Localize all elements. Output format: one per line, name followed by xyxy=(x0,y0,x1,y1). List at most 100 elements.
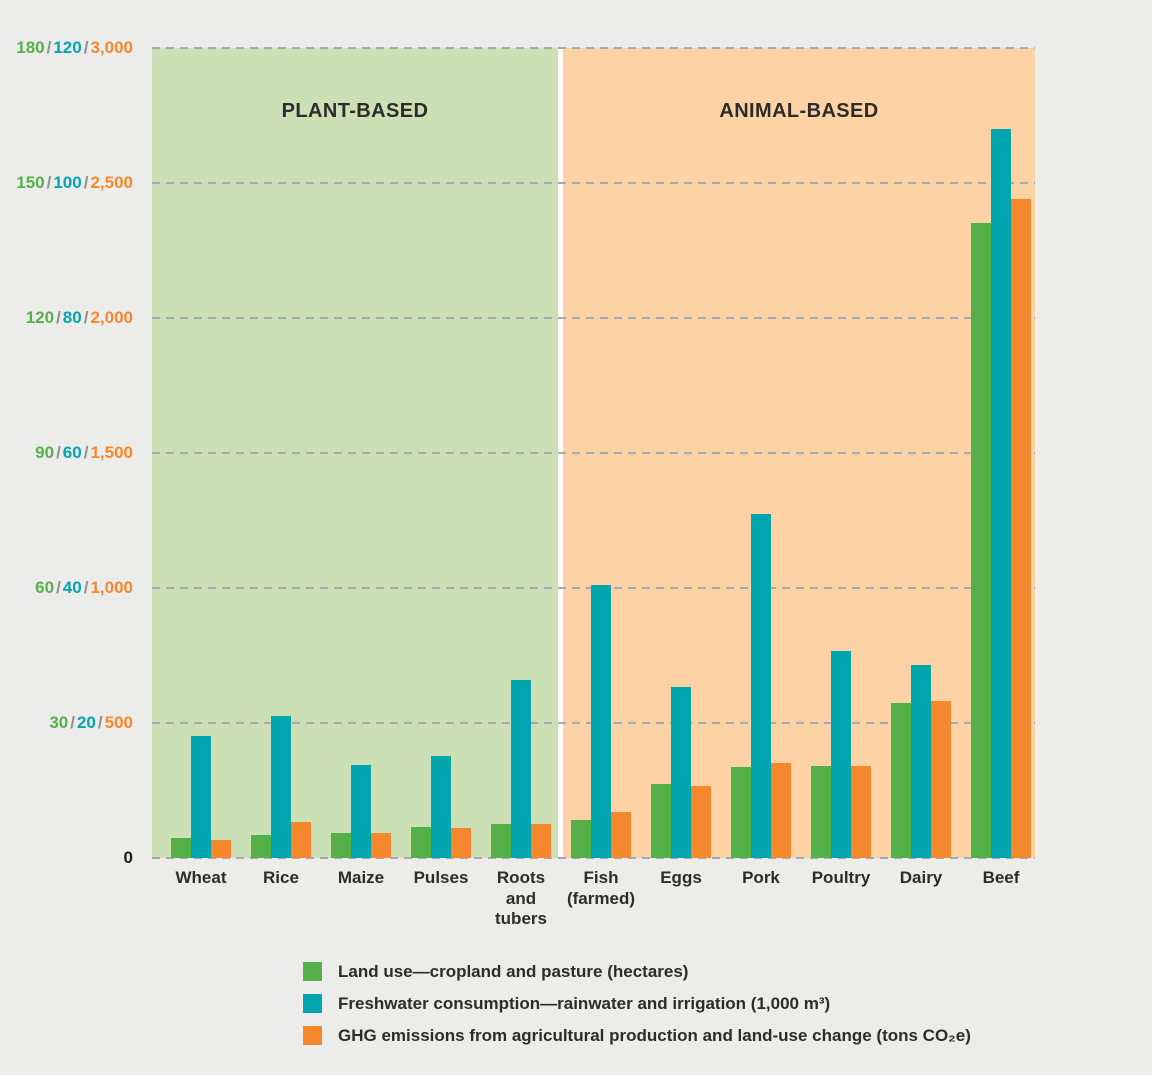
gridline xyxy=(152,47,1035,49)
legend-swatch xyxy=(303,994,322,1013)
bar-ghg xyxy=(291,822,311,858)
gridline xyxy=(152,317,1035,319)
tick-value: 2,500 xyxy=(90,173,133,192)
legend-label: Freshwater consumption—rainwater and irr… xyxy=(338,994,831,1013)
bar-land-use xyxy=(251,835,271,858)
bar-land-use xyxy=(811,766,831,858)
tick-value: 2,000 xyxy=(90,308,133,327)
panel-title: ANIMAL-BASED xyxy=(719,100,879,122)
y-axis-tick: 120/80/2,000 xyxy=(0,308,133,328)
bar-land-use xyxy=(171,838,191,858)
tick-value: 3,000 xyxy=(90,38,133,57)
legend-label: Land use—cropland and pasture (hectares) xyxy=(338,962,689,981)
bar-ghg xyxy=(211,840,231,858)
legend-item: Land use—cropland and pasture (hectares) xyxy=(303,962,971,981)
tick-value: 40 xyxy=(62,578,82,597)
bar-freshwater xyxy=(991,129,1011,858)
x-axis-label: Roots and tubers xyxy=(495,868,547,929)
bar-freshwater xyxy=(191,736,211,858)
tick-separator: / xyxy=(83,308,89,327)
tick-separator: / xyxy=(83,443,89,462)
tick-value: 100 xyxy=(53,173,82,192)
tick-separator: / xyxy=(46,173,52,192)
tick-value: 30 xyxy=(49,713,69,732)
bar-ghg xyxy=(771,763,791,858)
bar-land-use xyxy=(731,767,751,858)
panel-title: PLANT-BASED xyxy=(281,100,429,122)
bar-land-use xyxy=(491,824,511,858)
bar-ghg xyxy=(691,786,711,858)
x-axis-label: Fish (farmed) xyxy=(566,868,635,908)
tick-separator: / xyxy=(56,578,61,597)
tick-separator: / xyxy=(83,173,89,192)
bar-ghg xyxy=(371,833,391,858)
bar-land-use xyxy=(891,703,911,858)
tick-value: 60 xyxy=(35,578,55,597)
bar-ghg xyxy=(451,828,471,858)
tick-separator: / xyxy=(46,38,52,57)
legend-item: Freshwater consumption—rainwater and irr… xyxy=(303,994,971,1013)
tick-value: 1,000 xyxy=(90,578,133,597)
bar-ghg xyxy=(931,701,951,858)
bar-ghg xyxy=(611,812,631,858)
bar-freshwater xyxy=(911,665,931,858)
x-axis-label: Maize xyxy=(337,868,385,887)
bar-land-use xyxy=(411,827,431,858)
x-axis-label: Poultry xyxy=(811,868,871,887)
x-axis-label: Pulses xyxy=(413,868,469,887)
tick-separator: / xyxy=(97,713,103,732)
tick-separator: / xyxy=(56,308,61,327)
bar-ghg xyxy=(1011,199,1031,858)
bar-land-use xyxy=(651,784,671,858)
x-axis-label: Rice xyxy=(263,868,299,887)
y-axis-tick: 60/40/1,000 xyxy=(0,578,133,598)
bar-land-use xyxy=(571,820,591,858)
bar-freshwater xyxy=(671,687,691,858)
legend-swatch xyxy=(303,962,322,981)
bar-land-use xyxy=(331,833,351,858)
tick-value: 150 xyxy=(16,173,45,192)
bar-freshwater xyxy=(751,514,771,858)
tick-separator: / xyxy=(70,713,75,732)
bar-ghg xyxy=(531,824,551,858)
x-axis-label: Beef xyxy=(982,868,1020,887)
y-axis-tick: 90/60/1,500 xyxy=(0,443,133,463)
y-axis-tick: 30/20/500 xyxy=(0,713,133,733)
x-axis-label: Eggs xyxy=(660,868,702,887)
tick-value: 90 xyxy=(35,443,55,462)
x-axis-label: Pork xyxy=(742,868,780,887)
tick-value: 80 xyxy=(62,308,82,327)
y-axis-tick: 150/100/2,500 xyxy=(0,173,133,193)
x-axis-label: Wheat xyxy=(175,868,227,887)
y-axis-zero: 0 xyxy=(123,848,133,867)
tick-value: 500 xyxy=(104,713,133,732)
gridline xyxy=(152,452,1035,454)
tick-value: 120 xyxy=(53,38,82,57)
tick-value: 60 xyxy=(62,443,82,462)
y-axis-tick: 180/120/3,000 xyxy=(0,38,133,58)
x-axis-label: Dairy xyxy=(899,868,943,887)
bar-freshwater xyxy=(431,756,451,858)
gridline xyxy=(152,857,1035,859)
legend-swatch xyxy=(303,1026,322,1045)
bar-freshwater xyxy=(591,585,611,858)
tick-separator: / xyxy=(83,578,89,597)
tick-value: 180 xyxy=(16,38,45,57)
gridline xyxy=(152,182,1035,184)
plot-area: PLANT-BASED ANIMAL-BASED Wheat Rice Maize Pul… xyxy=(152,47,1035,928)
tick-value: 120 xyxy=(25,308,55,327)
bar-freshwater xyxy=(511,680,531,858)
tick-value: 1,500 xyxy=(90,443,133,462)
legend: Land use—cropland and pasture (hectares)… xyxy=(303,962,971,1058)
bar-land-use xyxy=(971,223,991,858)
bar-freshwater xyxy=(271,716,291,858)
legend-label: GHG emissions from agricultural producti… xyxy=(338,1026,971,1045)
tick-value: 20 xyxy=(76,713,96,732)
bar-freshwater xyxy=(351,765,371,858)
bar-ghg xyxy=(851,766,871,858)
tick-separator: / xyxy=(83,38,89,57)
tick-separator: / xyxy=(56,443,61,462)
legend-item: GHG emissions from agricultural producti… xyxy=(303,1026,971,1045)
bar-freshwater xyxy=(831,651,851,858)
